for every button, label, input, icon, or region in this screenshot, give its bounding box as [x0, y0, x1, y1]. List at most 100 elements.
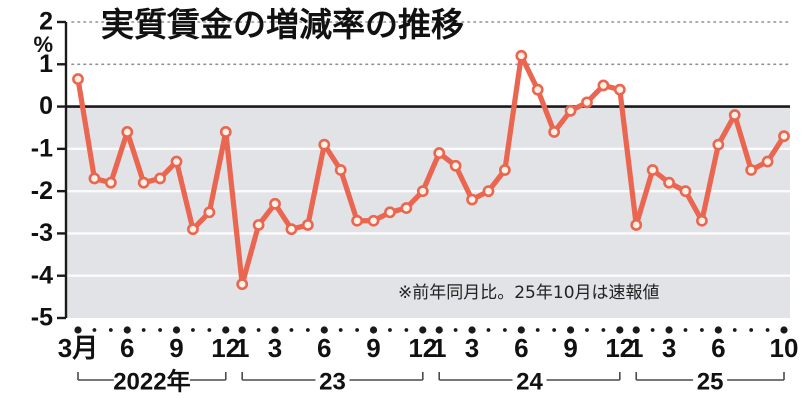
x-tick-dot [502, 328, 507, 332]
x-tick-dot [468, 326, 476, 334]
x-tick-dot [749, 328, 754, 332]
data-point [285, 223, 298, 236]
page-title: 実質賃金の増減率の推移 [101, 5, 464, 44]
x-tick-label: 9 [366, 333, 380, 363]
y-tick-label: 2 [39, 8, 53, 36]
data-markers [72, 49, 790, 291]
data-point [696, 214, 708, 227]
data-point [236, 278, 249, 291]
year-group-label: 25 [697, 368, 724, 395]
data-point [121, 126, 134, 138]
y-axis-unit-label: % [33, 32, 53, 57]
x-tick-dot [141, 328, 146, 332]
x-tick-dot [601, 328, 606, 332]
y-tick-label: 1 [39, 50, 53, 78]
data-point [564, 104, 577, 117]
x-tick-label: 3 [662, 333, 676, 363]
data-point [104, 176, 117, 189]
data-point [301, 219, 314, 231]
x-tick-dot [700, 328, 704, 332]
data-point [187, 223, 199, 236]
y-tick-label: -1 [31, 134, 53, 162]
x-tick-dot [222, 326, 230, 334]
x-tick-label: 6 [711, 333, 725, 363]
x-tick-dot [552, 328, 557, 332]
dotted-gridlines [71, 21, 791, 66]
x-axis-labels: 3月 6 9 121 3 6 9 121 3 6 9 121 3 6 10 [58, 333, 799, 363]
x-tick-dot [338, 328, 343, 332]
y-tick-labels: 2 1 0 -1 -2 -3 -4 -5 [31, 8, 53, 332]
data-point [170, 155, 183, 168]
data-point [728, 109, 741, 121]
data-point [367, 214, 380, 227]
x-tick-dot [369, 326, 378, 334]
x-tick-dot [271, 326, 279, 334]
x-tick-dot [207, 328, 212, 332]
x-tick-label: 3 [465, 333, 479, 363]
x-tick-dot [435, 326, 443, 334]
x-tick-label: 12 [211, 333, 240, 363]
gridlines [66, 147, 790, 277]
x-tick-label: 9 [563, 333, 577, 363]
x-tick-dot [108, 328, 113, 332]
year-group-label: 23 [319, 368, 346, 395]
data-point [646, 164, 659, 176]
data-point [351, 214, 364, 227]
data-point [72, 73, 84, 85]
x-tick-label: 1 [629, 333, 643, 363]
chart-note: ※前年同月比。25年10月は速報値 [398, 283, 660, 303]
x-tick-dot [256, 328, 261, 332]
data-point [433, 147, 446, 159]
data-point [203, 206, 216, 219]
data-point [745, 164, 758, 176]
data-point [384, 206, 396, 219]
x-tick-dot [632, 326, 640, 334]
x-tick-dot [74, 326, 82, 334]
x-tick-label: 10 [770, 333, 799, 363]
data-point [597, 79, 610, 92]
year-group-label: 24 [516, 368, 543, 395]
data-point [679, 185, 692, 198]
y-tick-label: -2 [31, 177, 53, 205]
data-point [334, 164, 347, 176]
x-tick-label: 9 [169, 333, 183, 363]
x-tick-dot [158, 328, 162, 332]
x-tick-dot [535, 328, 540, 332]
x-tick-dot [683, 328, 688, 332]
x-tick-dot [388, 328, 392, 332]
x-axis-tick-dots [74, 326, 788, 334]
x-tick-dot [780, 326, 788, 334]
x-tick-dot [404, 328, 409, 332]
y-tick-label: -3 [31, 219, 53, 247]
x-tick-dot [616, 326, 624, 334]
x-tick-dot [305, 328, 310, 332]
data-point [761, 155, 774, 168]
y-tick-marks [57, 20, 66, 320]
data-point [466, 193, 478, 206]
x-tick-label: 1 [235, 333, 249, 363]
x-tick-dot [714, 326, 722, 334]
x-tick-dot [419, 326, 427, 334]
x-tick-label: 6 [120, 333, 134, 363]
plot-area [66, 22, 790, 318]
data-point [613, 83, 626, 96]
x-tick-dot [289, 328, 294, 332]
data-point [137, 176, 150, 189]
data-point [498, 164, 511, 176]
x-tick-label: 12 [605, 333, 634, 363]
x-tick-dot [517, 326, 525, 334]
year-group-label: 2022年 [113, 367, 190, 395]
x-tick-dot [765, 328, 770, 332]
x-tick-dot [585, 328, 589, 332]
data-point [630, 219, 643, 231]
x-tick-label: 6 [514, 333, 528, 363]
x-tick-label: 3 [268, 333, 282, 363]
y-tick-label: -5 [31, 304, 53, 332]
data-point [515, 49, 528, 62]
y-tick-label: 0 [39, 92, 53, 120]
x-tick-dot [665, 326, 673, 334]
x-tick-dot [238, 326, 246, 334]
y-tick-label: -4 [31, 261, 53, 289]
data-point [400, 202, 413, 214]
